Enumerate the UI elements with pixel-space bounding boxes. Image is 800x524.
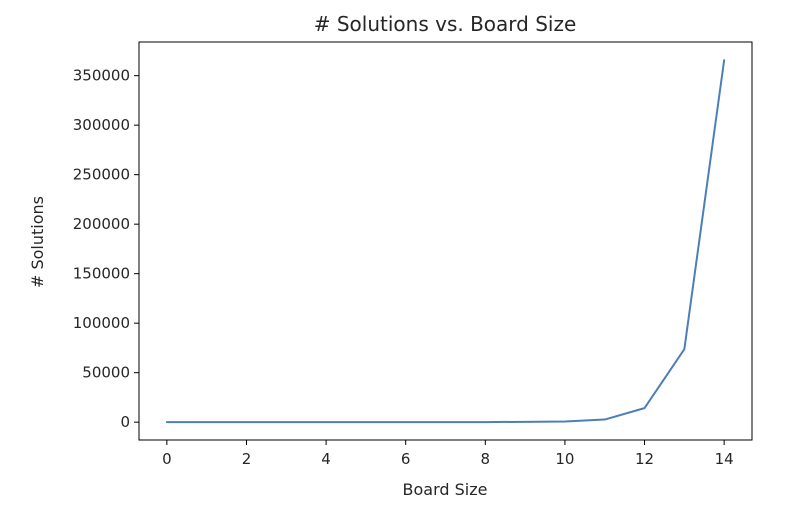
- series-layer: [165, 59, 726, 424]
- x-tick-label: 8: [481, 450, 491, 468]
- x-tick-label: 14: [715, 450, 734, 468]
- y-tick-label: 100000: [73, 314, 130, 332]
- chart-title: # Solutions vs. Board Size: [314, 12, 577, 36]
- x-tick-label: 4: [321, 450, 331, 468]
- y-axis-label: # Solutions: [28, 196, 47, 288]
- x-tick-label: 10: [555, 450, 574, 468]
- plot-frame: [138, 41, 753, 441]
- x-tick-label: 6: [401, 450, 411, 468]
- y-tick-label: 0: [120, 413, 130, 431]
- series-line: [165, 59, 726, 424]
- y-tick-label: 50000: [82, 364, 130, 382]
- y-tick-label: 150000: [73, 265, 130, 283]
- x-tick-label: 2: [242, 450, 252, 468]
- y-tick-label: 350000: [73, 67, 130, 85]
- axis-ticks: 0 2 4 6 8 10 12 14 0 50000 100000 150000 200000 25000…: [73, 67, 734, 468]
- x-axis-label: Board Size: [403, 480, 488, 499]
- y-tick-label: 200000: [73, 215, 130, 233]
- x-tick-label: 12: [635, 450, 654, 468]
- y-tick-label: 250000: [73, 166, 130, 184]
- y-tick-label: 300000: [73, 116, 130, 134]
- x-tick-label: 0: [162, 450, 172, 468]
